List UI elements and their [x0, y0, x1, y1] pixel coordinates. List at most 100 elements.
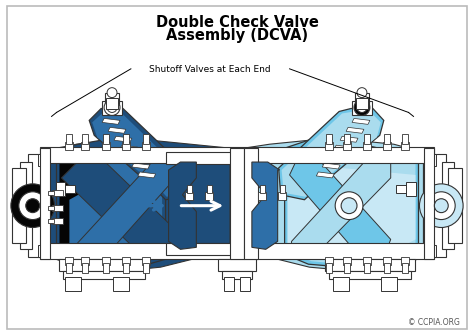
- Bar: [448, 168, 462, 243]
- Bar: [352, 100, 372, 116]
- Bar: [401, 142, 409, 150]
- Bar: [406, 182, 416, 196]
- Bar: [40, 148, 50, 259]
- Polygon shape: [89, 109, 192, 200]
- Bar: [52, 205, 64, 211]
- Polygon shape: [69, 152, 163, 261]
- Bar: [333, 277, 349, 291]
- Bar: [224, 277, 234, 291]
- Polygon shape: [120, 145, 138, 151]
- Circle shape: [434, 199, 448, 213]
- Polygon shape: [102, 118, 120, 124]
- Polygon shape: [340, 136, 358, 142]
- Bar: [383, 257, 391, 265]
- Bar: [37, 154, 46, 166]
- Bar: [363, 142, 371, 150]
- Bar: [40, 147, 434, 163]
- Bar: [384, 134, 390, 144]
- Bar: [123, 263, 129, 273]
- Polygon shape: [108, 127, 126, 133]
- Polygon shape: [138, 172, 155, 178]
- Bar: [430, 170, 452, 242]
- Bar: [143, 263, 149, 273]
- Circle shape: [341, 198, 357, 214]
- Bar: [356, 97, 368, 110]
- Text: Shutoff Valves at Each End: Shutoff Valves at Each End: [149, 65, 271, 74]
- Bar: [218, 259, 256, 271]
- Bar: [123, 134, 129, 144]
- Bar: [222, 271, 252, 279]
- Bar: [329, 271, 410, 279]
- Polygon shape: [114, 136, 132, 142]
- Bar: [401, 263, 408, 273]
- Bar: [326, 263, 332, 273]
- Polygon shape: [288, 165, 416, 261]
- Bar: [47, 206, 54, 210]
- Bar: [344, 134, 350, 144]
- Bar: [424, 148, 434, 259]
- Bar: [12, 168, 26, 243]
- Bar: [165, 152, 243, 164]
- Polygon shape: [279, 109, 384, 200]
- Circle shape: [107, 88, 117, 97]
- Polygon shape: [292, 158, 391, 259]
- Bar: [165, 243, 243, 255]
- Bar: [106, 97, 118, 110]
- Polygon shape: [328, 154, 346, 160]
- Polygon shape: [252, 162, 280, 249]
- Polygon shape: [284, 140, 419, 267]
- Bar: [82, 263, 88, 273]
- Bar: [47, 191, 54, 195]
- Circle shape: [104, 99, 120, 116]
- Circle shape: [357, 103, 367, 113]
- Bar: [105, 92, 119, 105]
- Polygon shape: [126, 154, 144, 160]
- Text: © CCPIA.ORG: © CCPIA.ORG: [408, 318, 460, 327]
- Bar: [207, 185, 212, 193]
- Polygon shape: [76, 158, 175, 261]
- Bar: [401, 257, 409, 265]
- Polygon shape: [92, 112, 186, 197]
- Bar: [355, 92, 369, 105]
- Text: Double Check Valve: Double Check Valve: [155, 15, 319, 30]
- Bar: [187, 185, 192, 193]
- Bar: [185, 192, 193, 200]
- Bar: [428, 154, 437, 166]
- Polygon shape: [169, 162, 196, 249]
- Bar: [442, 162, 454, 249]
- Bar: [82, 257, 89, 265]
- Bar: [363, 257, 371, 265]
- Bar: [258, 192, 266, 200]
- Bar: [325, 259, 415, 271]
- Polygon shape: [50, 140, 230, 271]
- Bar: [64, 271, 145, 279]
- Bar: [244, 148, 258, 259]
- Bar: [383, 142, 391, 150]
- Bar: [240, 277, 250, 291]
- Bar: [59, 259, 149, 271]
- Polygon shape: [346, 127, 364, 133]
- Polygon shape: [288, 145, 416, 264]
- Bar: [65, 277, 82, 291]
- Bar: [20, 162, 32, 249]
- Circle shape: [335, 192, 363, 219]
- Bar: [396, 185, 410, 193]
- Bar: [52, 190, 64, 196]
- Polygon shape: [244, 140, 423, 271]
- Bar: [47, 218, 54, 222]
- Bar: [66, 263, 73, 273]
- Bar: [364, 263, 370, 273]
- Bar: [62, 185, 75, 193]
- Bar: [113, 277, 129, 291]
- Bar: [280, 185, 284, 193]
- Polygon shape: [56, 140, 165, 269]
- Circle shape: [11, 184, 55, 227]
- Circle shape: [428, 192, 455, 219]
- Circle shape: [26, 199, 40, 213]
- Bar: [22, 170, 44, 242]
- Polygon shape: [316, 172, 334, 178]
- Bar: [343, 257, 351, 265]
- Bar: [102, 100, 122, 116]
- Bar: [401, 134, 408, 144]
- Polygon shape: [290, 158, 391, 261]
